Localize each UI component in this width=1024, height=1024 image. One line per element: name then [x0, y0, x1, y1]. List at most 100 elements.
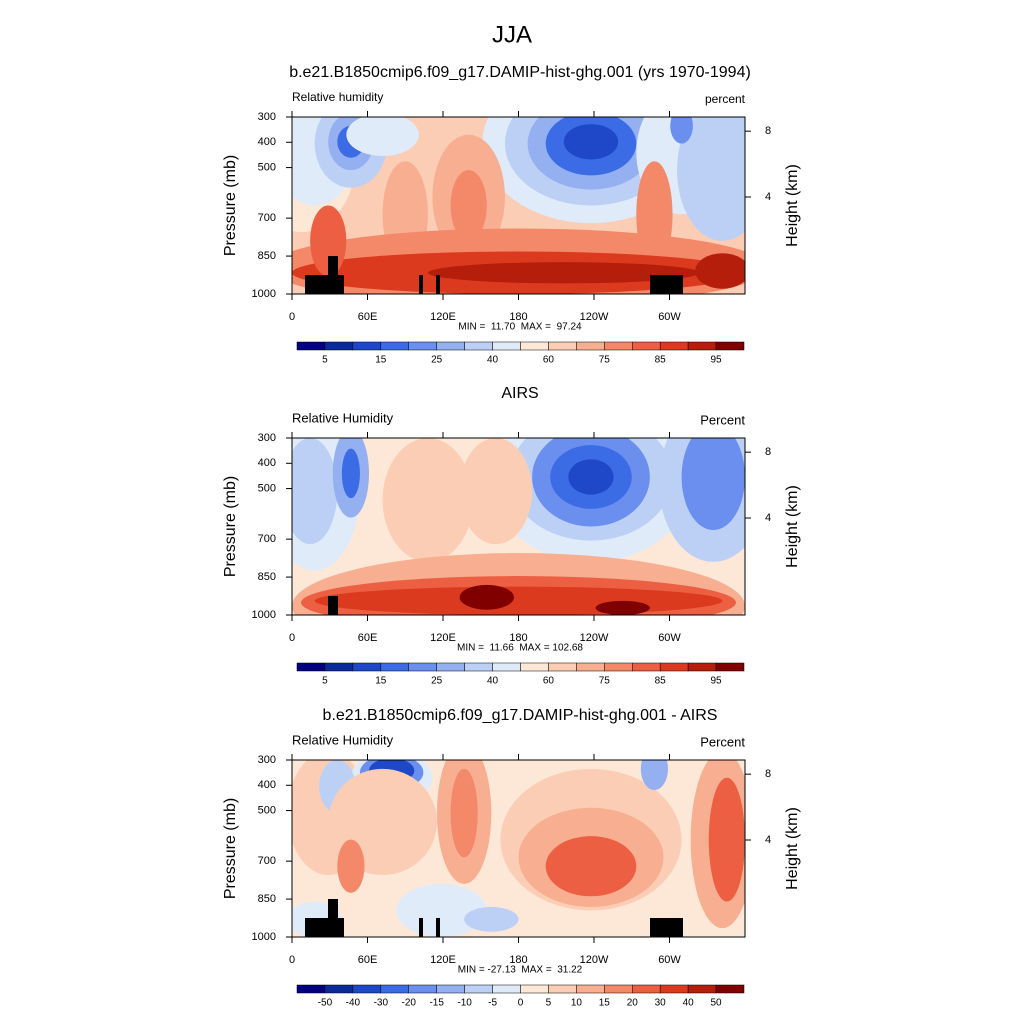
- colorbar-box: [380, 984, 409, 994]
- y-tick-label: 700: [258, 212, 276, 224]
- colorbar-label: 10: [571, 998, 583, 1009]
- contour: [292, 438, 338, 545]
- colorbar-box: [520, 341, 549, 351]
- colorbar-label: -10: [457, 998, 472, 1009]
- contour: [708, 777, 745, 902]
- y-axis-label: Pressure (mb): [222, 476, 239, 577]
- colorbar-box: [324, 662, 354, 672]
- x-tick-label: 120E: [430, 311, 456, 323]
- x-tick-label: 180: [509, 311, 527, 323]
- colorbar-label: -40: [346, 998, 361, 1009]
- colorbar-box: [296, 662, 326, 672]
- colorbar-box: [408, 662, 437, 672]
- axes: 300 400 500 700 850 1000 4 8 0 60E 120E 180 120W 60W: [252, 111, 772, 323]
- topography: [328, 256, 338, 275]
- colorbar-label: 75: [599, 676, 611, 687]
- panel-title: b.e21.B1850cmip6.f09_g17.DAMIP-hist-ghg.…: [289, 64, 751, 81]
- y2-tick-label: 4: [765, 512, 771, 524]
- contour: [640, 760, 668, 791]
- colorbar-box: [687, 984, 717, 994]
- y2-tick-label: 8: [765, 125, 771, 137]
- panel: b.e21.B1850cmip6.f09_g17.DAMIP-hist-ghg.…: [222, 707, 801, 1008]
- topography: [436, 275, 440, 294]
- colorbar-label: -20: [402, 998, 417, 1009]
- colorbar-box: [352, 341, 382, 351]
- x-tick-label: 60E: [358, 311, 378, 323]
- colorbar-box: [324, 341, 354, 351]
- y2-axis-label: Height (km): [784, 485, 801, 568]
- x-tick-label: 0: [289, 311, 295, 323]
- contour: [459, 438, 533, 545]
- colorbar-box: [464, 662, 493, 672]
- colorbar-box: [632, 662, 661, 672]
- contour: [382, 438, 474, 562]
- y-axis-label: Pressure (mb): [222, 155, 239, 256]
- colorbar-box: [659, 341, 689, 351]
- colorbar-box: [604, 984, 633, 994]
- stats: MIN = 11.70 MAX = 97.24: [458, 322, 582, 333]
- x-tick-label: 120W: [580, 954, 609, 966]
- y-tick-label: 500: [258, 161, 276, 173]
- colorbar-box: [659, 984, 689, 994]
- y-axis-label: Pressure (mb): [222, 798, 239, 899]
- contour: [427, 262, 700, 284]
- colorbar-label: 75: [599, 355, 611, 366]
- colorbar-label: 85: [655, 355, 667, 366]
- left-label: Relative humidity: [292, 90, 383, 104]
- y2-tick-label: 4: [765, 834, 771, 846]
- contour: [450, 170, 487, 241]
- colorbar-box: [548, 984, 577, 994]
- colorbar-box: [324, 984, 354, 994]
- colorbar-label: 25: [431, 676, 443, 687]
- panel-title: AIRS: [501, 385, 538, 402]
- y-tick-label: 500: [258, 482, 276, 494]
- colorbar-label: 40: [487, 676, 499, 687]
- x-tick-label: 120W: [580, 311, 609, 323]
- topography: [419, 918, 423, 937]
- colorbar-label: 5: [322, 355, 328, 366]
- topography: [419, 275, 423, 294]
- colorbar-label: 50: [711, 998, 723, 1009]
- contour: [464, 906, 519, 932]
- colorbar-box: [492, 662, 521, 672]
- axes: 300 400 500 700 850 1000 4 8 0 60E 120E 180 120W 60W: [252, 432, 772, 644]
- y-tick-label: 1000: [252, 288, 276, 300]
- y-tick-label: 850: [258, 893, 276, 905]
- colorbar-label: 25: [431, 355, 443, 366]
- colorbar-box: [520, 662, 549, 672]
- y-tick-label: 1000: [252, 609, 276, 621]
- contour: [568, 459, 614, 495]
- contour: [595, 600, 650, 615]
- colorbar-box: [687, 341, 717, 351]
- colorbar-box: [715, 341, 745, 351]
- y-tick-label: 400: [258, 136, 276, 148]
- x-tick-label: 60E: [358, 954, 378, 966]
- colorbar-box: [380, 662, 409, 672]
- contour: [337, 839, 365, 893]
- colorbar-label: 95: [711, 676, 723, 687]
- right-label: percent: [705, 92, 746, 106]
- colorbar-label: 40: [683, 998, 695, 1009]
- y-tick-label: 850: [258, 571, 276, 583]
- y-tick-label: 300: [258, 111, 276, 123]
- stats: MIN = 11.66 MAX = 102.68: [457, 643, 583, 654]
- colorbar-box: [687, 662, 717, 672]
- contour: [396, 883, 487, 937]
- contour: [677, 117, 745, 241]
- y-tick-label: 1000: [252, 931, 276, 943]
- colorbar-label: -5: [488, 998, 497, 1009]
- colorbar-label: -15: [429, 998, 444, 1009]
- colorbar-box: [604, 341, 633, 351]
- contour: [681, 438, 745, 531]
- stats: MIN = -27.13 MAX = 31.22: [458, 965, 583, 976]
- topography: [305, 918, 344, 937]
- colorbar-label: 15: [599, 998, 611, 1009]
- y2-tick-label: 8: [765, 768, 771, 780]
- y2-axis-label: Height (km): [784, 164, 801, 247]
- panel-title: b.e21.B1850cmip6.f09_g17.DAMIP-hist-ghg.…: [323, 707, 718, 724]
- colorbar-box: [296, 984, 326, 994]
- colorbar-box: [436, 984, 465, 994]
- x-tick-label: 180: [509, 954, 527, 966]
- contour: [695, 253, 745, 289]
